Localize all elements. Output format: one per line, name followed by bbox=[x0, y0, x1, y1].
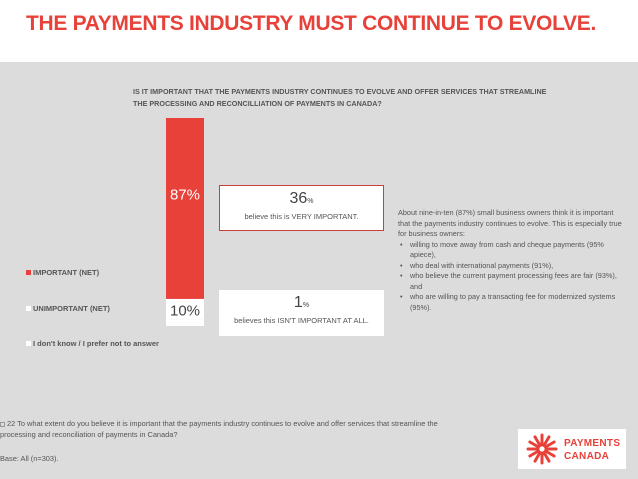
logo-ray bbox=[528, 440, 541, 449]
footnote-qnum: 22 bbox=[7, 419, 16, 428]
legend-item-dont-know: I don't know / I prefer not to answer bbox=[26, 339, 159, 348]
logo-ray bbox=[542, 435, 551, 448]
legend-label-dont-know: I don't know / I prefer not to answer bbox=[33, 339, 159, 348]
title-bar: THE PAYMENTS INDUSTRY MUST CONTINUE TO E… bbox=[0, 0, 638, 62]
logo-text: PAYMENTS CANADA bbox=[564, 437, 620, 463]
insight-intro: About nine-in-ten (87%) small business o… bbox=[398, 208, 622, 238]
bar-segment-2 bbox=[166, 319, 204, 326]
callout-not-important: 1% believes this ISN'T IMPORTANT AT ALL. bbox=[219, 290, 384, 336]
legend-swatch-dont-know bbox=[26, 341, 31, 346]
insight-bullet: who believe the current payment processi… bbox=[398, 271, 624, 292]
footnote: 22 To what extent do you believe it is i… bbox=[0, 418, 470, 440]
logo-ray bbox=[542, 450, 551, 463]
page-title: THE PAYMENTS INDUSTRY MUST CONTINUE TO E… bbox=[26, 12, 596, 35]
bar-data-label-0: 87% bbox=[170, 186, 200, 203]
logo-ray bbox=[533, 450, 542, 463]
legend-swatch-important bbox=[26, 270, 31, 275]
logo-ray bbox=[533, 435, 542, 448]
callout-not-important-text: believes this ISN'T IMPORTANT AT ALL. bbox=[234, 316, 369, 325]
insight-bullet: who deal with international payments (91… bbox=[398, 261, 624, 272]
insight-bullet: who are willing to pay a transacting fee… bbox=[398, 292, 624, 313]
logo-ray bbox=[543, 440, 556, 449]
bar-segment-0 bbox=[166, 118, 204, 299]
callout-not-important-value: 1% bbox=[293, 294, 310, 311]
insight-bullets: willing to move away from cash and chequ… bbox=[398, 240, 624, 314]
bar-data-label-1: 10% bbox=[170, 302, 200, 319]
bar-segment-1 bbox=[166, 298, 204, 320]
logo-ray bbox=[543, 449, 556, 458]
legend-item-unimportant: UNIMPORTANT (NET) bbox=[26, 304, 110, 313]
callout-very-important-value: 36% bbox=[289, 190, 314, 207]
survey-question: IS IT IMPORTANT THAT THE PAYMENTS INDUST… bbox=[133, 87, 547, 108]
footnote-text: To what extent do you believe it is impo… bbox=[0, 419, 438, 439]
callout-very-important-text: believe this is VERY IMPORTANT. bbox=[244, 212, 359, 221]
base-note: Base: All (n=303). bbox=[0, 454, 59, 463]
insight-text: About nine-in-ten (87%) small business o… bbox=[398, 208, 624, 313]
insight-bullet: willing to move away from cash and chequ… bbox=[398, 240, 624, 261]
question-checkbox-icon bbox=[0, 421, 5, 427]
legend-item-important: IMPORTANT (NET) bbox=[26, 268, 99, 277]
logo-line1: PAYMENTS bbox=[564, 438, 621, 449]
legend-label-unimportant: UNIMPORTANT (NET) bbox=[33, 304, 110, 313]
legend-label-important: IMPORTANT (NET) bbox=[33, 268, 100, 277]
payments-canada-logo: PAYMENTS CANADA bbox=[518, 429, 626, 469]
logo-ray bbox=[528, 449, 541, 458]
logo-burst-icon bbox=[526, 433, 558, 465]
legend-swatch-unimportant bbox=[26, 306, 31, 311]
callout-very-important: 36% believe this is VERY IMPORTANT. bbox=[219, 185, 384, 231]
logo-line2: CANADA bbox=[564, 451, 610, 462]
